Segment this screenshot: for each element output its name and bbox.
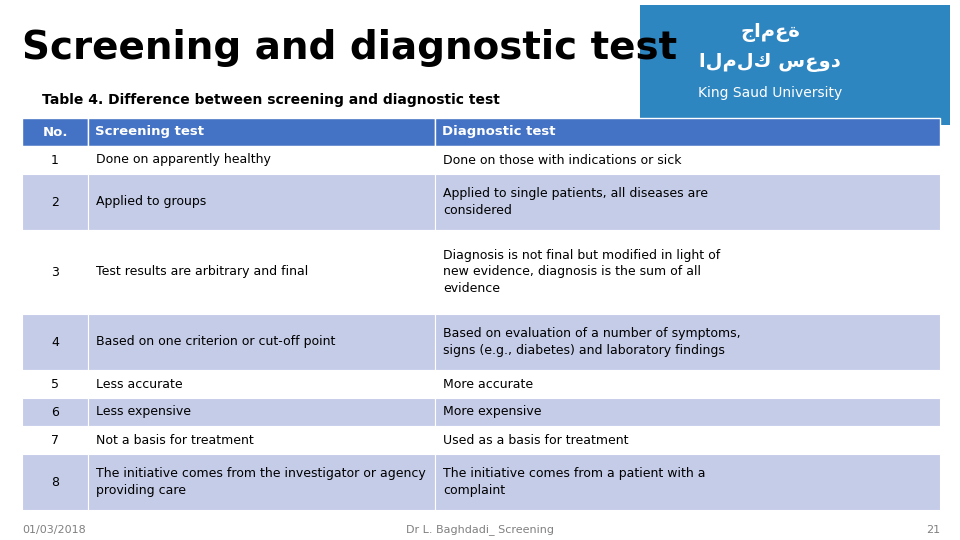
Text: 3: 3 bbox=[51, 266, 59, 279]
Text: More expensive: More expensive bbox=[444, 406, 541, 419]
Text: Dr L. Baghdadi_ Screening: Dr L. Baghdadi_ Screening bbox=[406, 524, 554, 536]
FancyBboxPatch shape bbox=[22, 398, 88, 426]
FancyBboxPatch shape bbox=[22, 146, 88, 174]
FancyBboxPatch shape bbox=[88, 230, 435, 314]
Text: الملك سعود: الملك سعود bbox=[699, 53, 841, 72]
Text: 5: 5 bbox=[51, 377, 60, 390]
Text: Applied to single patients, all diseases are
considered: Applied to single patients, all diseases… bbox=[444, 187, 708, 217]
Text: King Saud University: King Saud University bbox=[698, 86, 842, 100]
FancyBboxPatch shape bbox=[88, 174, 435, 230]
FancyBboxPatch shape bbox=[88, 118, 435, 146]
Text: Less expensive: Less expensive bbox=[96, 406, 191, 419]
FancyBboxPatch shape bbox=[88, 314, 435, 370]
FancyBboxPatch shape bbox=[435, 146, 940, 174]
Text: 6: 6 bbox=[51, 406, 59, 419]
FancyBboxPatch shape bbox=[640, 5, 950, 125]
Text: Less accurate: Less accurate bbox=[96, 377, 182, 390]
Text: Screening and diagnostic test: Screening and diagnostic test bbox=[22, 29, 677, 67]
FancyBboxPatch shape bbox=[88, 426, 435, 454]
Text: Test results are arbitrary and final: Test results are arbitrary and final bbox=[96, 266, 308, 279]
FancyBboxPatch shape bbox=[435, 174, 940, 230]
Text: Diagnosis is not final but modified in light of
new evidence, diagnosis is the s: Diagnosis is not final but modified in l… bbox=[444, 249, 720, 295]
Text: Not a basis for treatment: Not a basis for treatment bbox=[96, 434, 253, 447]
Text: 1: 1 bbox=[51, 153, 59, 166]
Text: Diagnostic test: Diagnostic test bbox=[443, 125, 556, 138]
Text: جامعة: جامعة bbox=[740, 24, 800, 43]
Text: The initiative comes from a patient with a
complaint: The initiative comes from a patient with… bbox=[444, 467, 706, 497]
Text: 21: 21 bbox=[925, 525, 940, 535]
Text: The initiative comes from the investigator or agency
providing care: The initiative comes from the investigat… bbox=[96, 467, 426, 497]
Text: Based on one criterion or cut-off point: Based on one criterion or cut-off point bbox=[96, 335, 335, 348]
Text: 01/03/2018: 01/03/2018 bbox=[22, 525, 85, 535]
FancyBboxPatch shape bbox=[435, 230, 940, 314]
FancyBboxPatch shape bbox=[22, 370, 88, 398]
FancyBboxPatch shape bbox=[435, 426, 940, 454]
FancyBboxPatch shape bbox=[435, 454, 940, 510]
FancyBboxPatch shape bbox=[88, 398, 435, 426]
FancyBboxPatch shape bbox=[22, 454, 88, 510]
FancyBboxPatch shape bbox=[88, 454, 435, 510]
Text: 7: 7 bbox=[51, 434, 60, 447]
FancyBboxPatch shape bbox=[22, 426, 88, 454]
FancyBboxPatch shape bbox=[435, 314, 940, 370]
FancyBboxPatch shape bbox=[22, 314, 88, 370]
FancyBboxPatch shape bbox=[435, 370, 940, 398]
FancyBboxPatch shape bbox=[88, 370, 435, 398]
FancyBboxPatch shape bbox=[22, 230, 88, 314]
FancyBboxPatch shape bbox=[22, 174, 88, 230]
Text: Table 4. Difference between screening and diagnostic test: Table 4. Difference between screening an… bbox=[42, 93, 500, 107]
FancyBboxPatch shape bbox=[435, 398, 940, 426]
Text: 4: 4 bbox=[51, 335, 59, 348]
FancyBboxPatch shape bbox=[435, 118, 940, 146]
Text: Applied to groups: Applied to groups bbox=[96, 195, 206, 208]
Text: More accurate: More accurate bbox=[444, 377, 533, 390]
Text: Used as a basis for treatment: Used as a basis for treatment bbox=[444, 434, 629, 447]
Text: No.: No. bbox=[42, 125, 68, 138]
Text: 2: 2 bbox=[51, 195, 59, 208]
Text: Done on those with indications or sick: Done on those with indications or sick bbox=[444, 153, 682, 166]
FancyBboxPatch shape bbox=[88, 146, 435, 174]
FancyBboxPatch shape bbox=[22, 118, 88, 146]
Text: Done on apparently healthy: Done on apparently healthy bbox=[96, 153, 271, 166]
Text: Based on evaluation of a number of symptoms,
signs (e.g., diabetes) and laborato: Based on evaluation of a number of sympt… bbox=[444, 327, 741, 357]
Text: Screening test: Screening test bbox=[95, 125, 204, 138]
Text: 8: 8 bbox=[51, 476, 60, 489]
